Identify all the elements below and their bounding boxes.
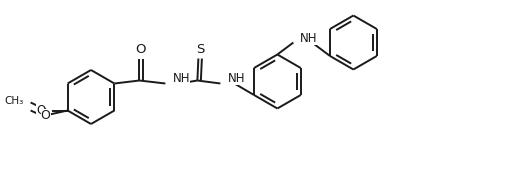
Text: O: O	[135, 43, 146, 56]
Text: NH: NH	[227, 72, 245, 85]
Text: NH: NH	[172, 72, 190, 85]
Text: O: O	[36, 104, 45, 117]
Text: NH: NH	[299, 32, 317, 45]
Text: S: S	[196, 43, 204, 56]
Text: CH₃: CH₃	[4, 95, 24, 105]
Text: O: O	[41, 109, 51, 122]
